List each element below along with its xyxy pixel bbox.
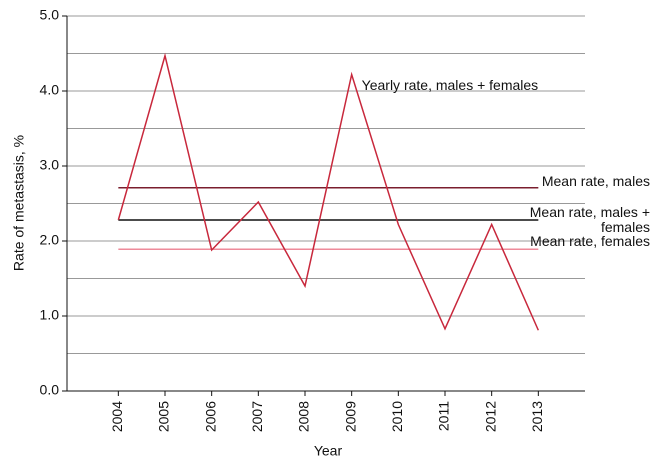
y-tick-label: 4.0 <box>40 82 60 98</box>
x-tick-label: 2007 <box>249 401 265 432</box>
line <box>117 52 540 331</box>
mean-line-label: Mean rate, females <box>530 233 650 250</box>
x-tick-label: 2011 <box>436 401 452 431</box>
y-tick-label: 2.0 <box>40 232 60 248</box>
x-tick-label: 2012 <box>482 401 498 432</box>
y-axis-label: Rate of metastasis, % <box>11 135 27 271</box>
y-tick-label: 0.0 <box>40 382 60 398</box>
series-label: Yearly rate, males + females <box>362 77 539 93</box>
x-tick-label: 2005 <box>156 401 172 432</box>
x-tick-label: 2010 <box>389 401 405 432</box>
mean-line-label: Mean rate, males + females <box>529 204 650 235</box>
x-tick-label: 2013 <box>529 401 545 432</box>
mean-line-label: Mean rate, males <box>541 172 650 189</box>
x-tick-label: 2008 <box>296 401 312 432</box>
y-tick-label: 3.0 <box>40 157 60 173</box>
x-tick-label: 2004 <box>109 401 125 432</box>
y-tick-label: 5.0 <box>40 7 60 23</box>
y-tick-label: 1.0 <box>40 307 60 323</box>
x-tick-label: 2009 <box>342 401 358 432</box>
x-tick-label: 2006 <box>202 401 218 432</box>
x-axis-label: Year <box>314 443 343 459</box>
